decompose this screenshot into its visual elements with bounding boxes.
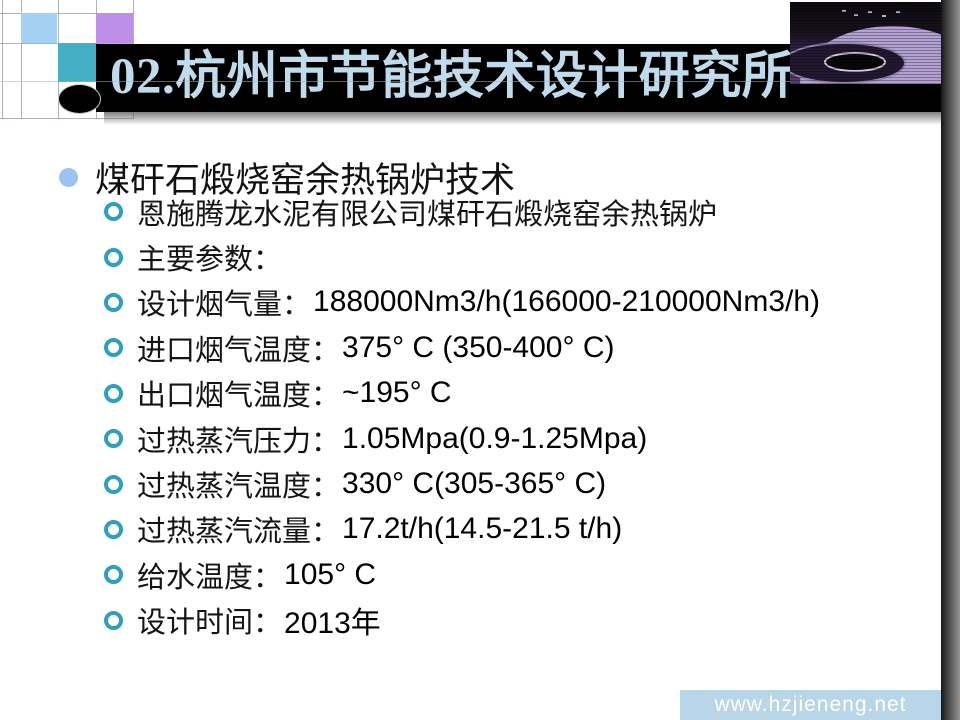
- photo-scanlines: [790, 2, 942, 84]
- list-item: 过热蒸汽温度： 330° C(305-365° C): [104, 461, 820, 506]
- ring-bullet-icon: [104, 247, 123, 267]
- decor-square-blue: [21, 13, 57, 43]
- list-item: 出口烟气温度： ~195° C: [104, 371, 820, 416]
- slide-edge-shadow: [941, 0, 960, 720]
- list-item: 设计时间： 2013年: [104, 598, 820, 643]
- item-label: 给水温度：: [137, 561, 283, 594]
- photo-speck: [882, 15, 886, 17]
- decor-square-purple: [96, 13, 133, 43]
- item-value: 17.2t/h(14.5-21.5 t/h): [342, 512, 623, 546]
- decor-ellipse-icon: [58, 84, 101, 114]
- decor-square-teal: [58, 43, 96, 82]
- item-label: 设计烟气量：: [137, 289, 312, 322]
- ring-bullet-icon: [104, 429, 123, 449]
- list-item: 过热蒸汽压力： 1.05Mpa(0.9-1.25Mpa): [104, 416, 820, 461]
- grid-hline-long: [0, 81, 941, 82]
- item-value: 2013年: [284, 607, 381, 641]
- ring-bullet-icon: [104, 292, 123, 312]
- heading-text: 煤矸石煅烧窑余热锅炉技术: [95, 161, 516, 200]
- photo-speck: [854, 14, 858, 16]
- grid-vline: [21, 0, 22, 119]
- item-label: 过热蒸汽压力：: [137, 425, 341, 458]
- item-value: 1.05Mpa(0.9-1.25Mpa): [342, 421, 648, 455]
- level1-bullet-icon: [59, 168, 78, 187]
- item-label: 主要参数：: [137, 244, 283, 277]
- item-value: 375° C (350-400° C): [342, 330, 615, 364]
- slide-title: 02.杭州市节能技术设计研究所: [110, 49, 794, 105]
- list-item: 进口烟气温度： 375° C (350-400° C): [104, 325, 820, 370]
- item-label: 进口烟气温度：: [137, 334, 341, 367]
- item-label: 过热蒸汽流量：: [137, 516, 341, 549]
- photo-speck: [868, 11, 872, 13]
- device-slot-shape: [824, 52, 886, 72]
- list-item: 主要参数：: [104, 234, 820, 279]
- ring-bullet-icon: [104, 383, 123, 403]
- grid-hline: [0, 118, 134, 119]
- item-value: ~195° C: [342, 376, 452, 410]
- item-label: 过热蒸汽温度：: [137, 471, 341, 504]
- cd-device-photo: [790, 2, 942, 84]
- ring-bullet-icon: [104, 338, 123, 358]
- parameter-list: 恩施腾龙水泥有限公司煤矸石煅烧窑余热锅炉 主要参数： 设计烟气量： 188000…: [104, 189, 820, 643]
- list-item: 恩施腾龙水泥有限公司煤矸石煅烧窑余热锅炉: [104, 189, 820, 234]
- footer-url-link[interactable]: www.hzjieneng.net: [714, 693, 907, 716]
- footer-banner: www.hzjieneng.net: [680, 690, 941, 720]
- grid-hline: [0, 13, 134, 14]
- device-shape: [790, 42, 906, 84]
- title-bar-shadow: [104, 112, 946, 125]
- ring-bullet-icon: [104, 474, 123, 494]
- heading-row: 煤矸石煅烧窑余热锅炉技术: [59, 152, 515, 203]
- list-item: 过热蒸汽流量： 17.2t/h(14.5-21.5 t/h): [104, 507, 820, 552]
- photo-speck: [842, 10, 846, 12]
- item-label: 设计时间：: [137, 607, 283, 640]
- photo-speck: [896, 11, 900, 13]
- item-label: 出口烟气温度：: [137, 380, 341, 413]
- item-value: 105° C: [284, 557, 377, 591]
- list-item: 设计烟气量： 188000Nm3/h(166000-210000Nm3/h): [104, 280, 820, 325]
- item-value: 188000Nm3/h(166000-210000Nm3/h): [313, 285, 821, 319]
- title-bar: 02.杭州市节能技术设计研究所: [96, 44, 942, 112]
- item-label: 恩施腾龙水泥有限公司煤矸石煅烧窑余热锅炉: [137, 198, 718, 231]
- ring-bullet-icon: [104, 519, 123, 539]
- item-value: 330° C(305-365° C): [342, 467, 607, 501]
- ring-bullet-icon: [104, 202, 123, 222]
- ring-bullet-icon: [104, 610, 123, 630]
- list-item: 给水温度： 105° C: [104, 552, 820, 597]
- ring-bullet-icon: [104, 565, 123, 585]
- grid-vline: [2, 0, 3, 119]
